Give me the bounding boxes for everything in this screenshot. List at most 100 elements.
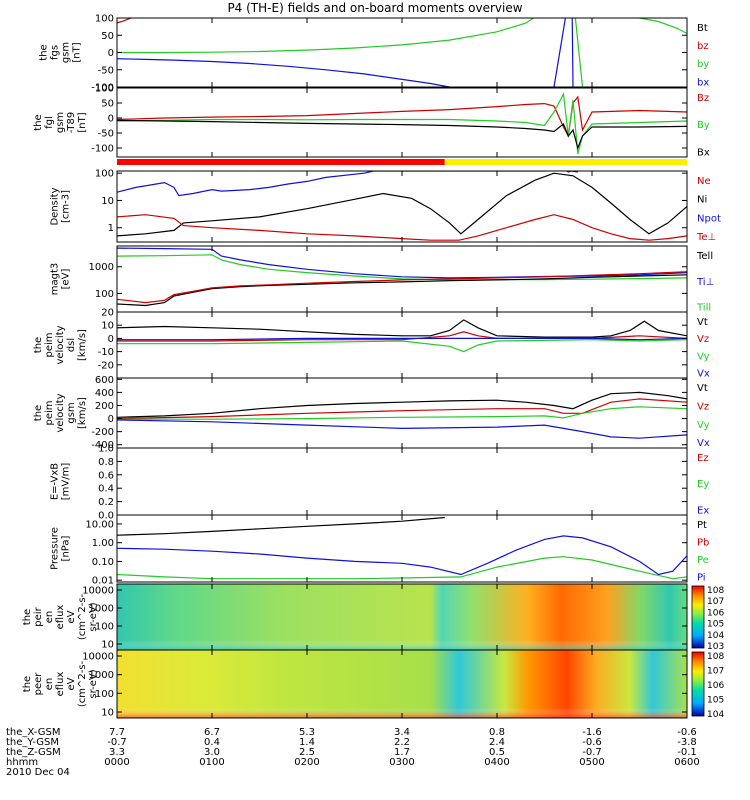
ytick-label-temp: 1000 — [89, 262, 114, 273]
series-velocity-Vt — [117, 319, 687, 338]
footer-value: 0300 — [389, 757, 415, 768]
legend-fgl-Bx: Bx — [697, 147, 710, 158]
footer-value: 0600 — [674, 757, 700, 768]
frame-pressure — [116, 514, 688, 583]
legend-density-Npot: Npot — [697, 213, 721, 224]
ytick-label-efield: 0.2 — [98, 497, 114, 508]
spectrogram-shade-peer_spec — [117, 650, 687, 718]
colorbar-tick-peir_spec: 106 — [707, 608, 724, 618]
footer-value: -0.7 — [582, 747, 602, 758]
footer-value: 0400 — [484, 757, 510, 768]
ylabel-line-velocity: [km/s] — [77, 329, 88, 361]
ytick-label-pressure: 0.01 — [92, 576, 114, 587]
ytick-label-temp: 100 — [95, 289, 114, 300]
ytick-label-fgs: 0 — [108, 48, 114, 59]
colorbar-tick-peir_spec: 108 — [707, 586, 724, 596]
ylabel-line-peer_spec: (cm^2-s- — [77, 660, 88, 707]
legend-temp-Tell: Tell — [696, 251, 713, 262]
footer-value: 0.5 — [489, 747, 505, 758]
ylabel-line-fgl: [nT] — [77, 112, 88, 132]
series-pressure-Pi — [117, 535, 687, 576]
footer-value: 6.7 — [204, 727, 220, 738]
legend-fgl-By: By — [697, 120, 710, 131]
ytick-label-velocity: 0 — [108, 334, 114, 345]
ytick-label-fgl: -50 — [98, 129, 114, 140]
series-fgs-by — [117, 18, 584, 87]
ylabel-line-temp: [eV] — [61, 269, 72, 290]
series-temp-Te⊥ — [117, 271, 687, 304]
ylabel-line-peer_spec: peer — [33, 672, 44, 696]
ylabel-line-efield: [mV/m] — [61, 463, 72, 501]
legend-efield-Ey: Ey — [697, 479, 709, 490]
ylabel-fgs: the fgs gsm [nT] — [39, 42, 83, 63]
ytick-label-velocity_gsm: 200 — [95, 401, 114, 412]
series-velocity-Vz — [117, 331, 687, 342]
footer-label-y: the_Y-GSM — [6, 737, 60, 748]
legend-fgs-by: by — [697, 59, 709, 70]
ylabel-density: Density [cm-3] — [50, 187, 72, 225]
legend-pressure-Pb: Pb — [697, 537, 709, 548]
footer-value: -0.6 — [677, 727, 697, 738]
ylabel-line-fgl: gsm — [55, 112, 66, 133]
ylabel-pressure: Pressure [nPa] — [50, 527, 72, 570]
frame-velocity_gsm — [116, 377, 688, 449]
colorbar-tick-peer_spec: 105 — [707, 696, 724, 706]
ylabel-velocity: the peim velocity dsl [km/s] — [33, 325, 88, 364]
ytick-label-peer_spec: 1000 — [89, 670, 114, 681]
series-fgl-Bx — [117, 119, 687, 150]
ytick-label-efield: 0.4 — [98, 484, 114, 495]
ytick-label-velocity_gsm: 600 — [95, 375, 114, 386]
legend-temp-Ti⊥: Ti⊥ — [696, 277, 714, 288]
figure-title: P4 (TH-E) fields and on-board moments ov… — [227, 1, 523, 15]
ytick-label-fgl: -100 — [91, 144, 114, 155]
ylabel-line-temp: magt3 — [50, 263, 61, 296]
panel-efield: 1.0 0.8 0.6 0.4 0.2 0.0 E=-VxB [mV/m] Ez Ey Ex — [50, 444, 710, 522]
ylabel-efield: E=-VxB [mV/m] — [50, 463, 72, 501]
ytick-label-fgl: 0 — [108, 114, 114, 125]
frame-fgl — [116, 87, 688, 158]
colorbar-tick-peer_spec: 108 — [707, 652, 724, 662]
ytick-label-velocity: 20 — [101, 308, 114, 319]
colorbar-tick-peer_spec: 106 — [707, 681, 724, 691]
ytick-label-peir_spec: 1000 — [89, 604, 114, 615]
footer-row-y: the_Y-GSM -0.7 0.4 1.4 2.2 2.4 -0.6 -3.8 — [0, 738, 750, 748]
ylabel-line-fgs: gsm — [61, 42, 72, 63]
ytick-label-efield: 0.8 — [98, 457, 114, 468]
footer-value: 2.5 — [299, 747, 315, 758]
footer-value: -0.1 — [677, 747, 697, 758]
legend-density-Ne: Ne — [697, 176, 711, 187]
ylabel-line-fgl: fgl — [44, 116, 55, 129]
footer-value: 2.2 — [394, 737, 410, 748]
ytick-label-fgs: -100 — [91, 83, 114, 94]
region-segment-1 — [444, 159, 687, 165]
footer-row-hhmm: hhmm 0000 0100 0200 0300 0400 0500 0600 — [0, 758, 750, 768]
ylabel-line-density: [cm-3] — [61, 190, 72, 223]
frame-efield — [116, 447, 688, 516]
panel-fgs: 100 50 0 -50 -100 the fgs gsm [nT] Bt bz by bx — [39, 14, 710, 94]
colorbar-tick-peir_spec: 105 — [707, 620, 724, 630]
ylabel-line-velocity: the — [33, 337, 44, 353]
legend-velocity_gsm-Vx: Vx — [697, 438, 710, 449]
footer-label-hhmm: hhmm — [6, 757, 39, 768]
footer-label-z: the_Z-GSM — [6, 747, 61, 758]
legend-fgs-bx: bx — [697, 77, 709, 88]
series-density-Npot — [117, 171, 578, 197]
ylabel-line-velocity_gsm: gsm — [66, 402, 77, 423]
ytick-label-efield: 0.0 — [98, 511, 114, 522]
series-velocity-Vy — [117, 339, 687, 353]
spectrogram-shade-peir_spec — [117, 584, 687, 650]
legend-density-Ni: Ni — [697, 195, 707, 206]
footer-value: -0.7 — [107, 737, 127, 748]
series-velocity_gsm-Vt — [117, 391, 687, 418]
ytick-label-fgl: 50 — [101, 99, 114, 110]
ytick-label-peir_spec: 100 — [95, 622, 114, 633]
ylabel-line-peir_spec: eV — [66, 610, 77, 623]
legend-efield-Ez: Ez — [697, 453, 709, 464]
ytick-label-peer_spec: 10000 — [82, 652, 114, 663]
legend-velocity_gsm-Vz: Vz — [697, 401, 709, 412]
ylabel-line-pressure: [nPa] — [61, 535, 72, 561]
colorbar-peer_spec — [691, 651, 705, 717]
legend-velocity-Vx: Vx — [697, 369, 710, 380]
